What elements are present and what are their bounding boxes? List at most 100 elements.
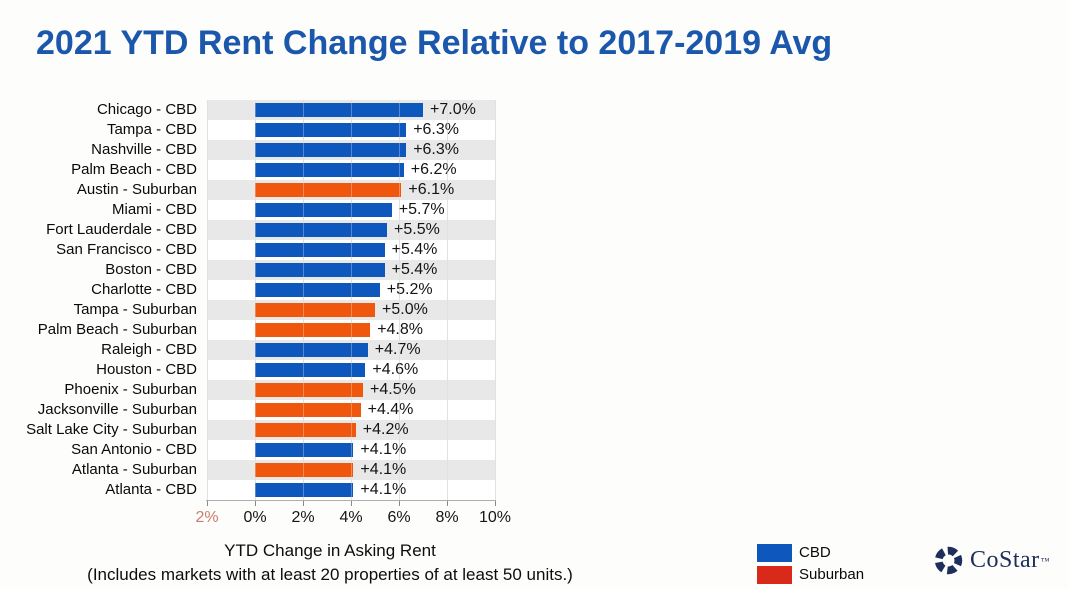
value-label: +5.5%	[394, 221, 440, 238]
category-label: Atlanta - Suburban	[71, 461, 197, 478]
value-label: +4.1%	[360, 481, 407, 498]
row-band: +5.4%	[207, 240, 496, 260]
value-label: +4.7%	[374, 341, 421, 358]
category-label: Palm Beach - Suburban	[37, 321, 197, 338]
chart-row: Phoenix - Suburban +4.5%	[0, 380, 496, 400]
chart-row: Chicago - CBD +7.0%	[0, 100, 496, 120]
tick-label: 10%	[478, 509, 512, 526]
chart-row: San Francisco - CBD +5.4%	[0, 240, 496, 260]
chart-rows: Chicago - CBD +7.0% Tampa - CBD +6.3% Na…	[0, 100, 496, 500]
chart-row: Palm Beach - Suburban +4.8%	[0, 320, 496, 340]
x-axis-tick-labels: 2% 0% 2% 4% 6% 8% 10%	[195, 507, 511, 529]
tick-mark	[207, 501, 208, 506]
category-label: Nashville - CBD	[91, 141, 197, 158]
value-label: +6.3%	[413, 121, 459, 138]
value-label: +5.4%	[391, 261, 438, 278]
page-title: 2021 YTD Rent Change Relative to 2017-20…	[36, 24, 833, 62]
tick-label: 0%	[243, 509, 267, 526]
chart-row: Houston - CBD +4.6%	[0, 360, 496, 380]
row-band: +4.2%	[207, 420, 496, 440]
costar-logo-text: CoStar	[970, 547, 1040, 573]
row-band: +5.4%	[207, 260, 496, 280]
value-label: +4.8%	[377, 321, 423, 338]
legend: CBD Suburban	[757, 544, 864, 588]
costar-logo: CoStar ™	[933, 545, 1050, 576]
bar	[255, 103, 423, 117]
category-label: Tampa - CBD	[106, 121, 197, 138]
value-label: +5.7%	[398, 201, 445, 218]
legend-swatch	[757, 544, 792, 562]
value-label: +5.4%	[391, 241, 438, 258]
row-band: +4.1%	[207, 460, 496, 480]
row-band: +5.0%	[207, 300, 496, 320]
category-label: Austin - Suburban	[76, 181, 197, 198]
bar	[255, 483, 354, 497]
value-label: +4.2%	[362, 421, 409, 438]
category-label: Jacksonville - Suburban	[37, 401, 197, 418]
legend-swatch	[757, 566, 792, 584]
value-label: +4.6%	[372, 361, 419, 378]
row-band: +6.2%	[207, 160, 496, 180]
bar	[255, 183, 402, 197]
value-label: +4.5%	[370, 381, 416, 398]
value-label: +6.3%	[413, 141, 459, 158]
tick-label: 2%	[195, 509, 219, 526]
value-label: +4.4%	[367, 401, 414, 418]
bar	[255, 403, 361, 417]
tick-mark	[495, 501, 496, 506]
bar	[255, 343, 368, 357]
category-label: Chicago - CBD	[96, 101, 197, 118]
chart-row: Fort Lauderdale - CBD +5.5%	[0, 220, 496, 240]
category-label: Boston - CBD	[105, 261, 197, 278]
tick-label: 8%	[435, 509, 459, 526]
x-axis-caption: YTD Change in Asking Rent (Includes mark…	[0, 539, 660, 587]
category-label: San Antonio - CBD	[71, 441, 197, 458]
category-label: Charlotte - CBD	[91, 281, 197, 298]
row-band: +4.1%	[207, 480, 496, 500]
category-label: Phoenix - Suburban	[64, 381, 197, 398]
bar	[255, 223, 387, 237]
trademark-symbol: ™	[1040, 555, 1050, 566]
tick-mark	[255, 501, 256, 506]
tick-mark	[303, 501, 304, 506]
row-band: +4.7%	[207, 340, 496, 360]
x-axis-title: YTD Change in Asking Rent	[224, 541, 436, 560]
chart-row: Charlotte - CBD +5.2%	[0, 280, 496, 300]
chart-row: Atlanta - Suburban +4.1%	[0, 460, 496, 480]
value-label: +5.2%	[386, 281, 433, 298]
bar	[255, 203, 392, 217]
value-label: +6.1%	[408, 181, 455, 198]
chart-row: Palm Beach - CBD +6.2%	[0, 160, 496, 180]
legend-label: CBD	[799, 544, 831, 561]
bar	[255, 123, 407, 137]
legend-label: Suburban	[799, 566, 865, 583]
chart-footnote: (Includes markets with at least 20 prope…	[87, 565, 573, 584]
category-label: Miami - CBD	[112, 201, 197, 218]
chart-row: Raleigh - CBD +4.7%	[0, 340, 496, 360]
row-band: +6.3%	[207, 140, 496, 160]
row-band: +5.2%	[207, 280, 496, 300]
row-band: +5.7%	[207, 200, 496, 220]
chart-row: Jacksonville - Suburban +4.4%	[0, 400, 496, 420]
bar	[255, 383, 363, 397]
tick-mark	[447, 501, 448, 506]
bar	[255, 243, 385, 257]
row-band: +4.4%	[207, 400, 496, 420]
bar	[255, 263, 385, 277]
tick-label: 4%	[339, 509, 363, 526]
row-band: +4.1%	[207, 440, 496, 460]
row-band: +4.6%	[207, 360, 496, 380]
chart-row: Atlanta - CBD +4.1%	[0, 480, 496, 500]
chart-row: Boston - CBD +5.4%	[0, 260, 496, 280]
legend-item: Suburban	[757, 566, 864, 584]
chart-row: Tampa - CBD +6.3%	[0, 120, 496, 140]
costar-pinwheel-icon	[934, 546, 963, 575]
bar	[255, 363, 366, 377]
bar	[255, 303, 375, 317]
bar	[255, 143, 407, 157]
row-band: +6.1%	[207, 180, 496, 200]
category-label: San Francisco - CBD	[56, 241, 197, 258]
value-label: +6.2%	[410, 161, 457, 178]
chart-row: Austin - Suburban +6.1%	[0, 180, 496, 200]
